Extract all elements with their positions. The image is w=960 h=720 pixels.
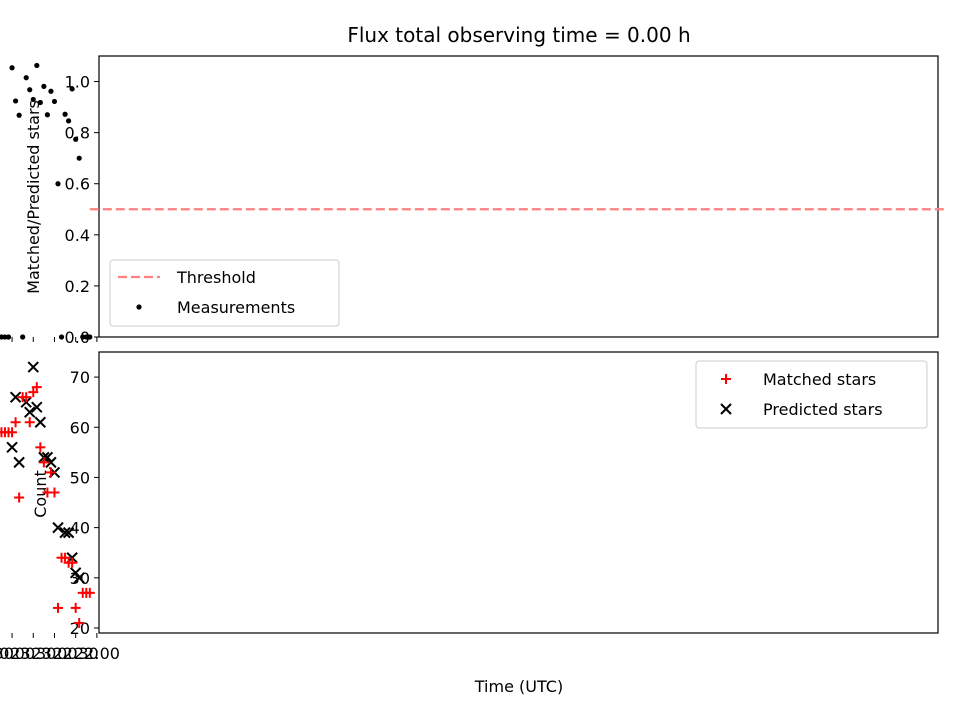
predicted-point xyxy=(24,406,36,418)
matched-point xyxy=(24,417,35,428)
bottom-y-tick-label: 50 xyxy=(70,468,90,487)
measurement-point xyxy=(48,88,54,94)
matched-point xyxy=(53,602,64,613)
measurement-point xyxy=(69,86,75,92)
bottom-y-axis-label: Count xyxy=(31,470,50,518)
legend-predicted-swatch xyxy=(720,403,732,415)
measurement-point xyxy=(55,181,61,187)
measurement-point xyxy=(30,96,36,103)
top-y-tick-label: 0.0 xyxy=(65,328,90,347)
top-plot-area: 0.0 0.2 0.4 0.6 0.8 1.0 Threshold Measurements xyxy=(0,55,947,347)
matched-point xyxy=(63,557,74,568)
top-legend: Threshold Measurements xyxy=(109,259,340,327)
top-y-tick-label: 0.8 xyxy=(65,124,90,143)
x-tick-label: 00:00 xyxy=(0,644,35,663)
matched-point xyxy=(35,442,46,453)
measurement-point xyxy=(27,87,33,93)
legend-predicted-label: Predicted stars xyxy=(763,400,883,419)
matched-point xyxy=(70,602,81,613)
measurement-point xyxy=(23,75,29,81)
matched-point xyxy=(0,427,7,438)
predicted-point xyxy=(62,526,75,539)
matched-point xyxy=(74,617,85,628)
measurement-point xyxy=(37,99,43,106)
predicted-point xyxy=(73,572,85,584)
measurement-point xyxy=(76,155,82,161)
top-y-tick-label: 0.2 xyxy=(65,277,90,296)
matched-point xyxy=(14,492,25,503)
measurement-point xyxy=(41,83,47,89)
bottom-plot-area: 20304050607022:0022:3023:0023:3000:0000:… xyxy=(0,351,939,663)
top-y-tick-label: 1.0 xyxy=(65,73,90,92)
legend-measurements-label: Measurements xyxy=(177,298,295,317)
predicted-point xyxy=(59,526,71,539)
measurement-point xyxy=(51,98,58,105)
legend-threshold-label: Threshold xyxy=(176,268,256,287)
matched-point xyxy=(42,487,53,498)
measurement-point xyxy=(20,334,26,340)
legend-matched-swatch xyxy=(721,374,731,384)
predicted-point xyxy=(27,361,39,373)
x-tick-label: 00:30 xyxy=(0,644,14,663)
bottom-legend: Matched stars Predicted stars xyxy=(695,360,928,429)
top-y-axis-label: Matched/Predicted stars xyxy=(24,100,43,294)
measurement-point xyxy=(34,62,40,69)
predicted-point xyxy=(45,456,57,469)
measurement-point xyxy=(12,98,19,104)
x-tick-label: 22:00 xyxy=(74,644,120,663)
top-axes-frame xyxy=(98,55,939,338)
measurement-point xyxy=(73,136,79,142)
measurement-point xyxy=(16,112,22,118)
matched-point xyxy=(28,387,39,398)
top-y-tick-label: 0.6 xyxy=(65,175,90,194)
predicted-point xyxy=(38,451,50,464)
measurement-point xyxy=(0,334,5,340)
matched-point xyxy=(56,552,67,563)
predicted-point xyxy=(52,521,64,534)
measurement-point xyxy=(66,118,72,124)
matched-point xyxy=(17,392,28,403)
bottom-axes-frame xyxy=(98,351,939,634)
x-tick-label: 22:30 xyxy=(53,644,99,663)
x-tick-label: 23:30 xyxy=(10,644,56,663)
x-axis-label: Time (UTC) xyxy=(474,677,563,696)
measurement-point xyxy=(9,65,15,71)
chart-title: Flux total observing time = 0.00 h xyxy=(347,23,690,47)
predicted-point xyxy=(9,391,22,403)
top-y-tick-label: 0.4 xyxy=(65,226,90,245)
matched-point xyxy=(77,587,88,598)
measurement-point xyxy=(62,111,68,117)
bottom-y-tick-label: 70 xyxy=(70,368,90,387)
legend-matched-label: Matched stars xyxy=(763,370,876,389)
predicted-point xyxy=(69,567,82,579)
predicted-point xyxy=(13,456,25,469)
matched-point xyxy=(10,417,21,428)
bottom-y-tick-label: 60 xyxy=(70,418,90,437)
x-tick-label: 23:00 xyxy=(31,644,77,663)
matched-point xyxy=(45,467,56,478)
predicted-point xyxy=(6,441,18,454)
bottom-legend-box xyxy=(695,360,928,429)
bottom-y-tick-label: 40 xyxy=(70,519,90,538)
matched-point xyxy=(38,457,49,468)
legend-measurements-swatch xyxy=(136,304,142,310)
predicted-point xyxy=(31,401,43,413)
matched-point xyxy=(31,382,42,393)
top-legend-box xyxy=(109,259,340,327)
measurement-point xyxy=(80,334,86,340)
measurement-point xyxy=(58,334,65,340)
predicted-point xyxy=(34,416,47,428)
measurement-point xyxy=(44,112,51,118)
